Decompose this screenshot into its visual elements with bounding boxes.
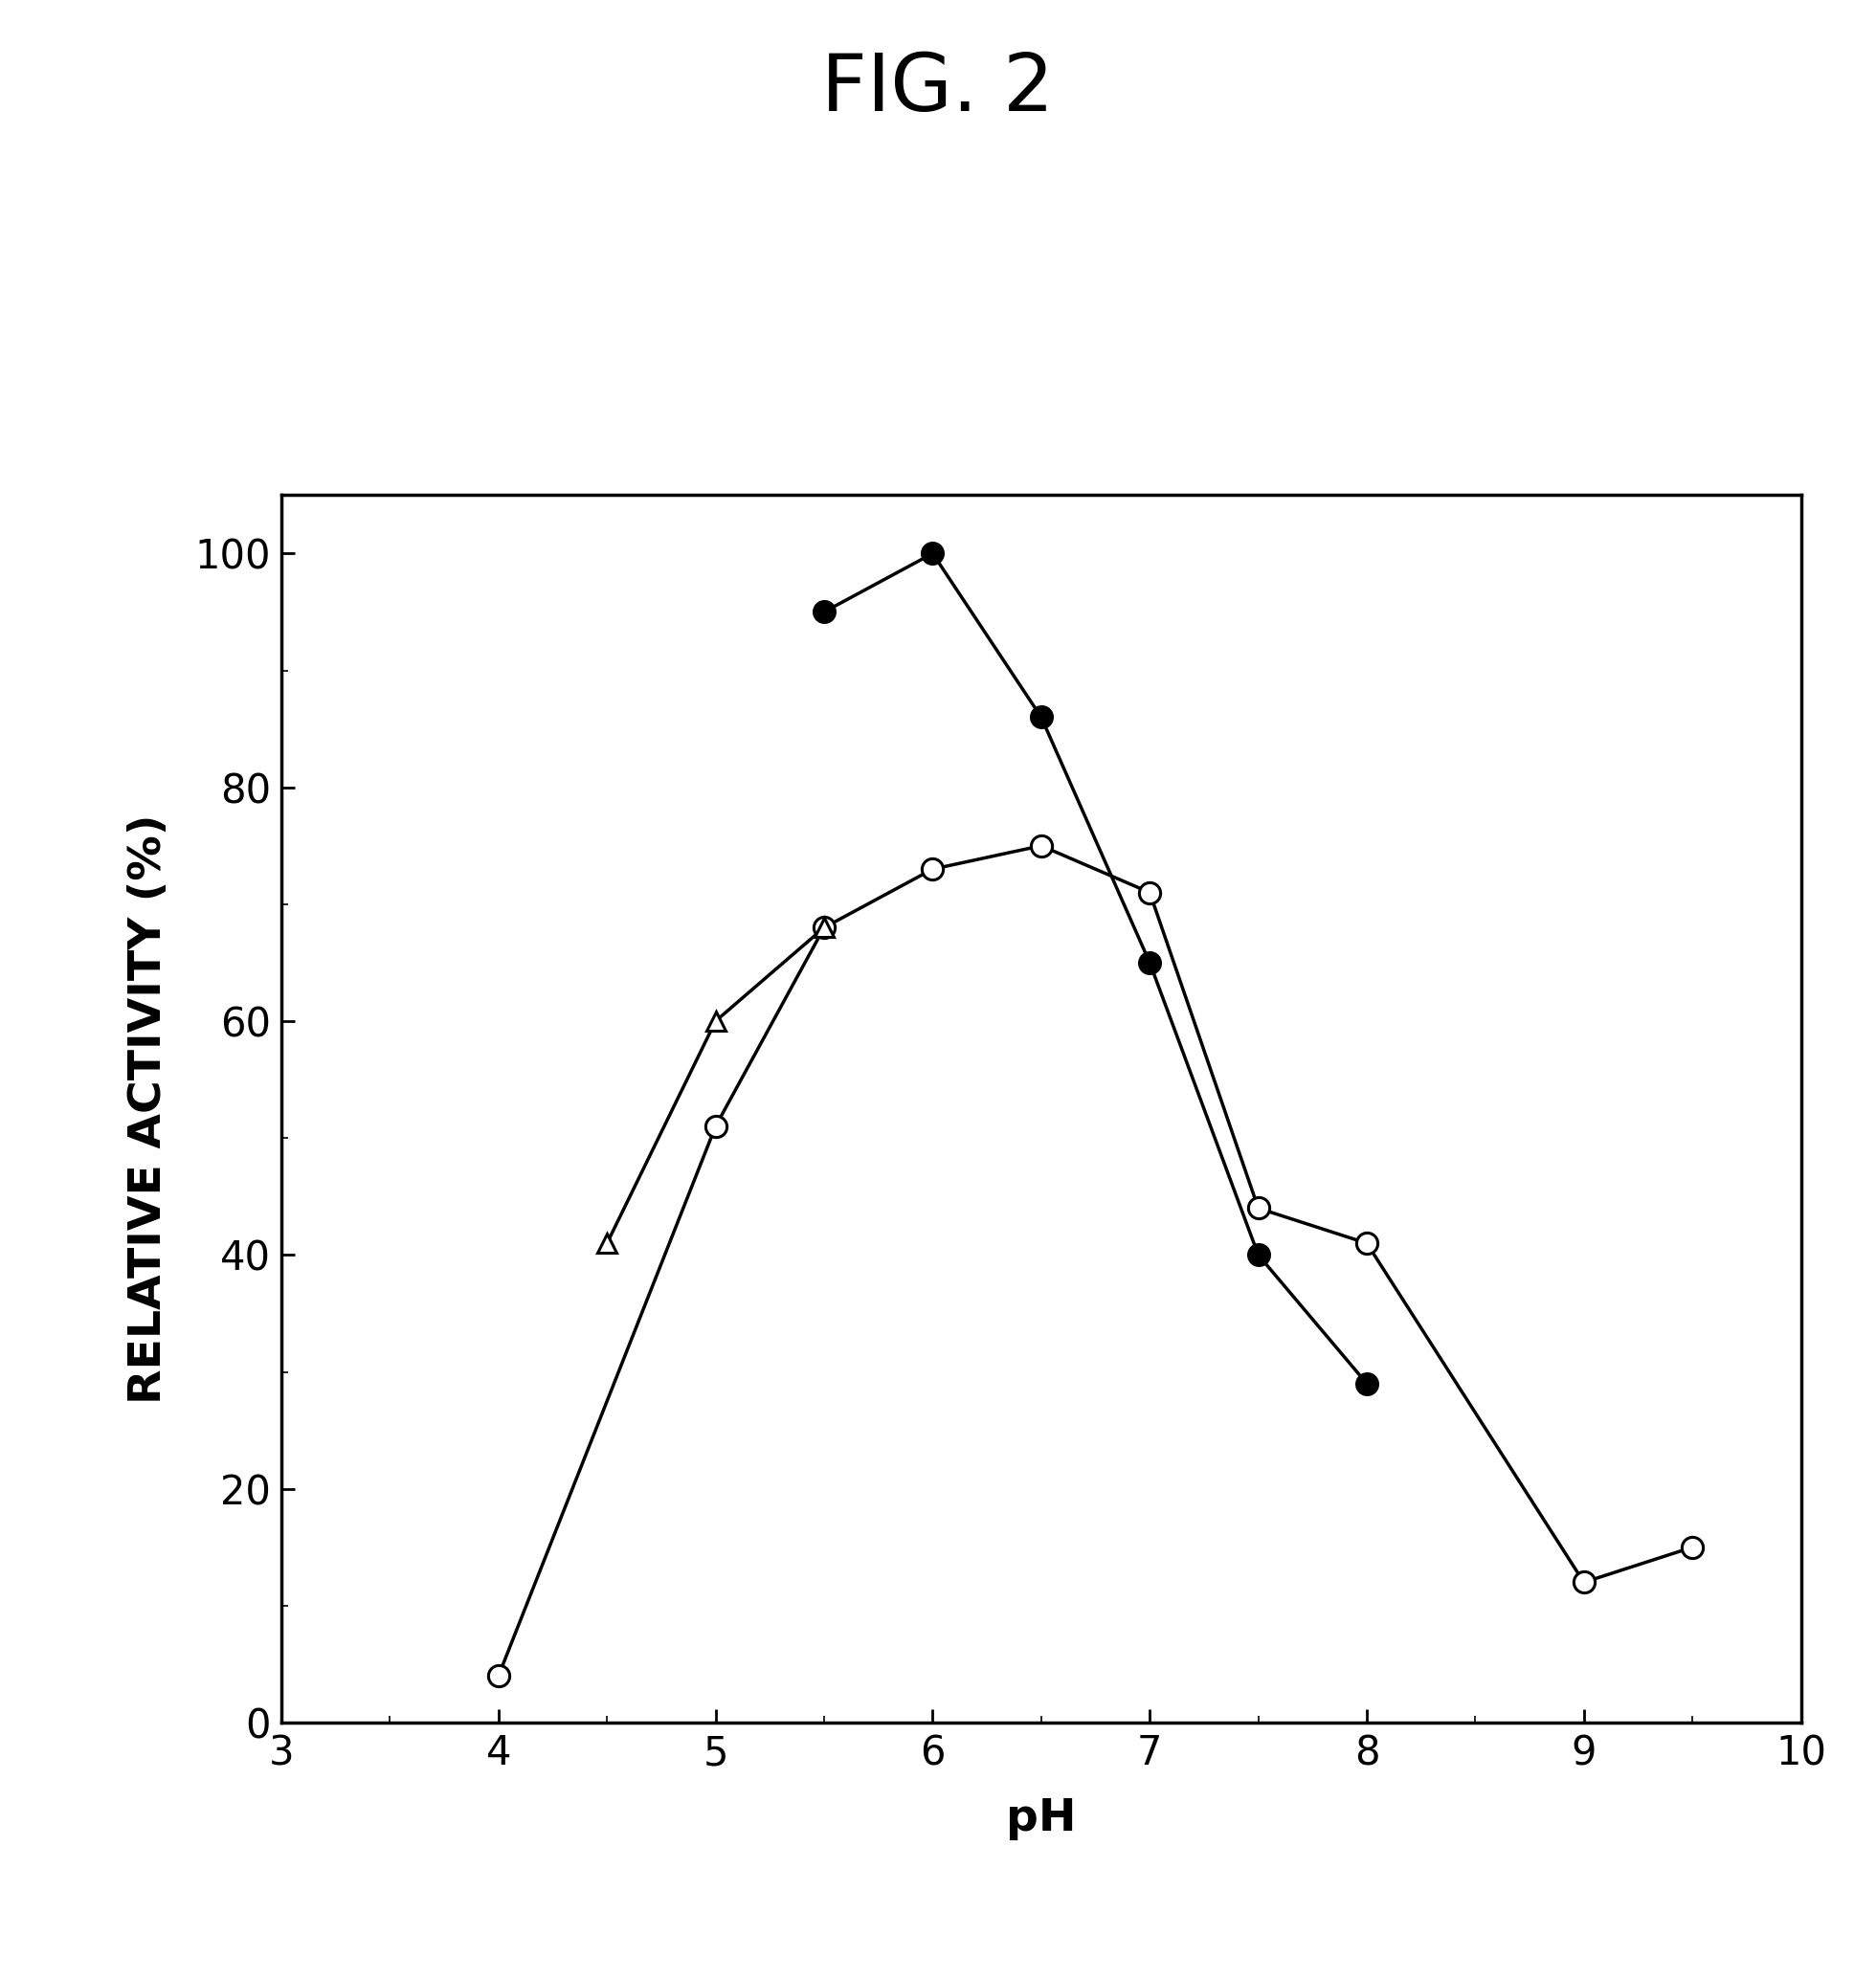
Text: FIG. 2: FIG. 2 (822, 50, 1054, 127)
X-axis label: pH: pH (1006, 1798, 1077, 1841)
Y-axis label: RELATIVE ACTIVITY (%): RELATIVE ACTIVITY (%) (128, 814, 171, 1404)
